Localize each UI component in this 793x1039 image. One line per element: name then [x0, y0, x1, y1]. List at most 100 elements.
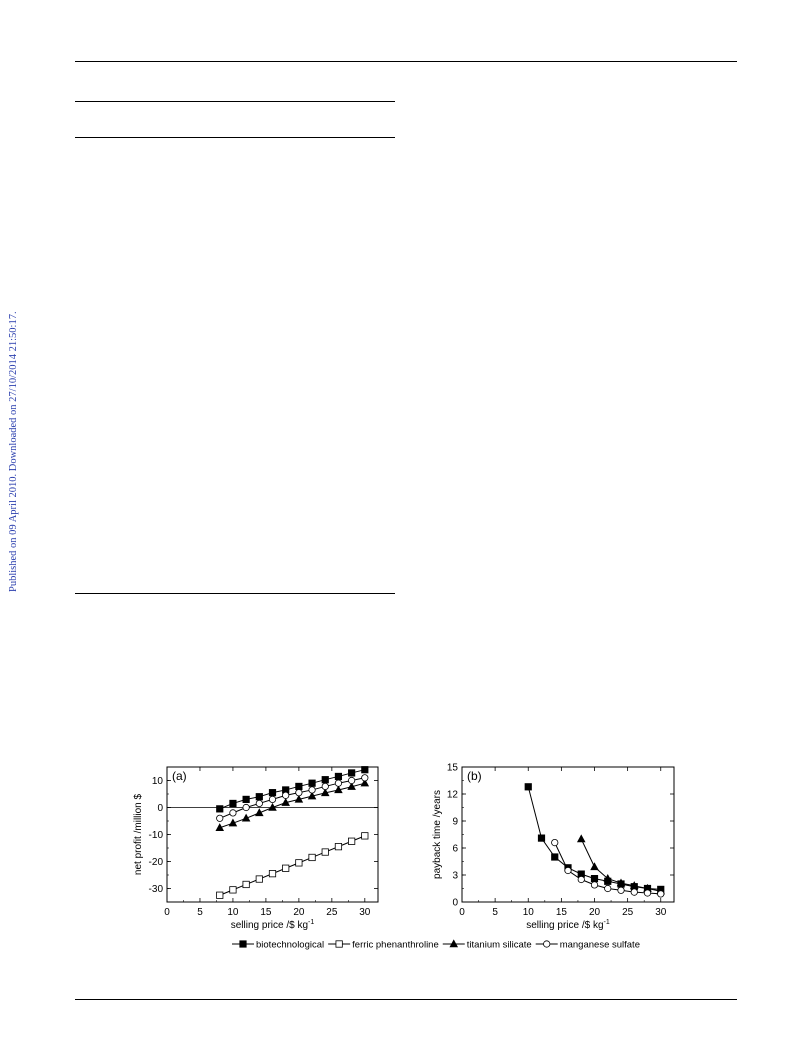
chart-a: 0 5 10 15 20 25 30 -30 -20 -10 0 10 (a) selling price… [133, 766, 379, 931]
data-point [295, 789, 303, 797]
data-point [321, 782, 329, 791]
data-point [268, 789, 277, 797]
data-point [604, 884, 612, 893]
data-point [551, 838, 559, 847]
data-point [242, 880, 250, 889]
data-point [307, 791, 317, 800]
data-point [294, 794, 304, 803]
data-point [590, 862, 599, 871]
data-point [228, 818, 238, 827]
data-point [348, 837, 356, 845]
x-tick-label: 0 [459, 907, 465, 918]
legend-item-titanium-silicate: titanium silicate [442, 939, 532, 951]
data-point [524, 783, 532, 791]
data-point [657, 890, 665, 898]
x-tick-label: 20 [589, 907, 601, 918]
x-axis-label-superscript: -1 [604, 919, 610, 926]
data-point [255, 793, 263, 801]
data-point [321, 776, 329, 784]
y-tick-label: 9 [452, 817, 458, 828]
y-axis-label: payback time /years [432, 790, 443, 879]
x-tick-label: 15 [556, 907, 568, 918]
data-point [576, 834, 586, 843]
chart-b: 0 5 10 15 20 25 30 0 3 6 9 12 15 (b) selling price /$ … [432, 763, 675, 931]
data-point [321, 848, 329, 856]
series-titanium-silicate [215, 778, 370, 831]
series-ferric-phenanthroline [216, 832, 369, 899]
data-point [617, 886, 625, 894]
data-point [616, 878, 626, 887]
x-axis-label: selling price /$ kg-1 [231, 919, 315, 931]
data-point [281, 798, 290, 806]
series-line [527, 786, 661, 890]
data-point [308, 779, 316, 787]
data-point [255, 799, 263, 808]
x-tick-label: 5 [492, 907, 498, 918]
legend-label: manganese sulfate [560, 940, 640, 951]
series-manganese-sulfate [216, 774, 369, 822]
legend-label: ferric phenanthroline [352, 940, 439, 951]
data-point [630, 888, 638, 896]
data-point [255, 808, 264, 817]
y-tick-label: 12 [447, 790, 459, 801]
data-point [361, 832, 369, 840]
data-point [590, 875, 599, 883]
series-line [219, 835, 366, 896]
y-tick-label: 10 [152, 776, 164, 787]
data-point [334, 772, 343, 781]
x-tick-label: 5 [197, 907, 203, 918]
panel-label: (a) [172, 769, 187, 783]
data-point [295, 859, 303, 867]
data-point [268, 795, 277, 804]
data-point [348, 776, 356, 785]
legend-marker [335, 940, 343, 948]
x-axis-label-superscript: -1 [308, 919, 314, 926]
data-point [216, 805, 224, 813]
x-axis-label: selling price /$ kg-1 [526, 919, 610, 931]
data-point [282, 791, 290, 799]
legend-item-biotechnological: biotechnological [232, 940, 324, 951]
data-point [229, 799, 237, 808]
data-point [643, 889, 652, 897]
legend-item-manganese-sulfate: manganese sulfate [535, 940, 640, 951]
y-tick-label: 15 [447, 763, 459, 774]
data-point [577, 875, 585, 884]
series-line [219, 782, 365, 829]
data-point [268, 802, 277, 811]
x-tick-label: 10 [523, 907, 535, 918]
data-point [537, 834, 546, 842]
legend-marker [543, 940, 551, 948]
x-tick-label: 30 [359, 907, 371, 918]
data-point [255, 875, 263, 883]
data-point [216, 891, 224, 899]
data-point [308, 853, 316, 862]
data-point [551, 853, 559, 861]
y-tick-label: 0 [157, 803, 163, 814]
y-axis-label: net profit /million $ [133, 793, 144, 875]
data-point [241, 813, 251, 822]
legend-item-ferric-phenanthroline: ferric phenanthroline [328, 940, 439, 951]
series-line [219, 777, 365, 819]
y-tick-label: 0 [452, 898, 458, 909]
data-point [348, 769, 356, 777]
panel-label: (b) [467, 769, 482, 783]
data-point [564, 866, 572, 875]
data-point [282, 864, 290, 872]
data-point [320, 788, 330, 797]
data-point [295, 782, 303, 791]
table-bottom-rule [75, 593, 395, 594]
series-manganese-sulfate [551, 838, 665, 898]
data-point [361, 766, 369, 774]
series-biotechnological [524, 783, 665, 894]
plot-frame [166, 766, 379, 903]
legend-label: titanium silicate [467, 940, 532, 951]
data-point [347, 782, 356, 790]
data-point [603, 873, 613, 882]
table-header-rule [75, 137, 395, 138]
y-tick-label: -30 [149, 884, 164, 895]
table-top-rule [75, 101, 395, 102]
x-tick-label: 10 [227, 907, 239, 918]
y-tick-label: 6 [452, 844, 458, 855]
data-point [268, 870, 277, 878]
